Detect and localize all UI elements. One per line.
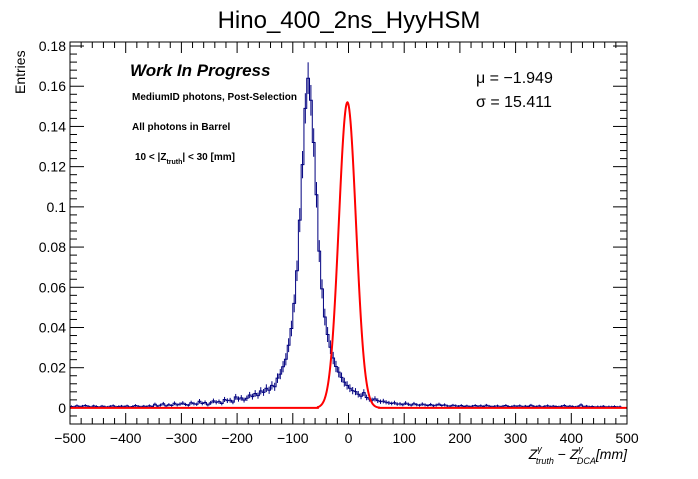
x-tick-label: 300 bbox=[504, 430, 528, 446]
histogram-series bbox=[70, 62, 622, 409]
chart-title: Hino_400_2ns_HyyHSM bbox=[218, 7, 481, 34]
y-tick-label: 0.16 bbox=[39, 78, 66, 94]
x-tick-label: −200 bbox=[221, 430, 253, 446]
y-tick-label: 0.04 bbox=[39, 319, 66, 335]
x-tick-label: 200 bbox=[448, 430, 472, 446]
cut-label: 10 < |Ztruth| < 30 [mm] bbox=[135, 152, 235, 166]
x-tick-label: 400 bbox=[560, 430, 584, 446]
x-axis-label-unit: [mm] bbox=[595, 446, 628, 462]
histogram-step-line bbox=[70, 77, 622, 408]
status-label: Work In Progress bbox=[130, 61, 270, 80]
x-axis-label-sub1: truth bbox=[536, 456, 554, 466]
cut-label-prefix: 10 < |Z bbox=[135, 152, 166, 163]
x-tick-label: 500 bbox=[615, 430, 639, 446]
fit-curve-layer bbox=[70, 101, 627, 409]
x-axis-label-z2: Z bbox=[569, 446, 579, 462]
y-tick-label: 0.02 bbox=[39, 360, 66, 376]
x-tick-label: 0 bbox=[345, 430, 353, 446]
x-tick-labels: −500 −400 −300 −200 −100 0 100 200 300 400 500 bbox=[54, 430, 639, 446]
cut-label-suffix: | < 30 [mm] bbox=[182, 152, 235, 163]
x-axis-label-z1: Z bbox=[528, 446, 538, 462]
y-tick-label: 0.1 bbox=[47, 199, 67, 215]
y-tick-label: 0.18 bbox=[39, 38, 66, 54]
y-tick-label: 0.14 bbox=[39, 118, 66, 134]
x-axis-label-minus: − bbox=[554, 446, 570, 462]
gaussian-fit-curve bbox=[70, 101, 627, 409]
selection-label: MediumID photons, Post-Selection bbox=[132, 92, 297, 103]
cut-label-sub: truth bbox=[166, 159, 182, 166]
y-tick-labels: 0 0.02 0.04 0.06 0.08 0.1 0.12 0.14 0.16 0.18 bbox=[39, 38, 66, 416]
plot-frame bbox=[69, 41, 628, 425]
x-tick-label: −500 bbox=[54, 430, 86, 446]
fit-sigma-label: σ = 15.411 bbox=[476, 94, 552, 111]
x-axis-label-sup1: γ bbox=[537, 444, 542, 454]
y-tick-label: 0.06 bbox=[39, 279, 66, 295]
x-axis-label: Zγ truth − Zγ DCA[mm] bbox=[528, 444, 628, 466]
region-label: All photons in Barrel bbox=[132, 122, 231, 133]
x-tick-label: 100 bbox=[393, 430, 417, 446]
x-tick-label: −100 bbox=[277, 430, 309, 446]
y-tick-label: 0.12 bbox=[39, 159, 66, 175]
x-tick-label: −400 bbox=[110, 430, 142, 446]
x-axis-label-sup2: γ bbox=[578, 444, 583, 454]
fit-mu-label: μ = −1.949 bbox=[476, 70, 553, 87]
x-axis-label-sub2: DCA bbox=[577, 456, 596, 466]
y-tick-label: 0 bbox=[58, 400, 66, 416]
x-tick-label: −300 bbox=[166, 430, 198, 446]
y-axis-label: Entries bbox=[12, 50, 28, 94]
y-tick-label: 0.08 bbox=[39, 239, 66, 255]
